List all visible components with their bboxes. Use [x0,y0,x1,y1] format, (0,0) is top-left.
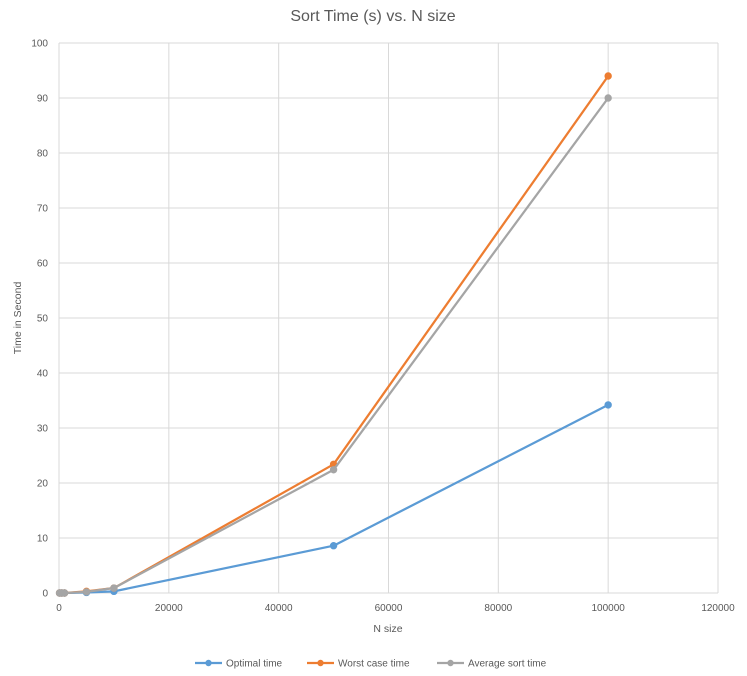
series-group [55,401,612,597]
y-tick-label: 50 [37,314,49,325]
data-point [604,94,612,102]
y-tick-label: 100 [31,39,48,50]
legend-label: Worst case time [338,659,410,670]
x-axis-title: N size [373,623,402,635]
x-tick-label: 80000 [484,603,512,614]
data-point [604,401,612,409]
data-point [110,584,118,592]
x-tick-label: 0 [56,603,62,614]
series-line [58,96,610,595]
series-line [58,403,610,595]
legend: Optimal time Worst case time Average sort … [195,659,547,670]
series-group [55,72,612,597]
legend-item[interactable]: Average sort time [437,659,547,670]
y-tick-label: 30 [37,424,49,435]
legend-item[interactable]: Worst case time [307,659,410,670]
x-tick-label: 40000 [265,603,293,614]
x-tick-label: 20000 [155,603,183,614]
y-tick-label: 70 [37,204,49,215]
x-tick-label: 100000 [591,603,625,614]
legend-swatch-marker [205,659,212,667]
y-tick-label: 10 [37,534,49,545]
data-point [60,589,69,597]
data-point [82,588,91,596]
legend-item[interactable]: Optimal time [195,659,283,670]
data-point [329,466,338,474]
y-tick-label: 80 [37,149,49,160]
y-tick-label: 60 [37,259,49,270]
data-point [329,542,338,550]
data-point [604,72,612,80]
legend-label: Average sort time [468,659,547,670]
legend-swatch-marker [447,659,454,667]
y-tick-label: 0 [42,589,48,600]
series-line [58,74,610,595]
x-tick-label: 120000 [701,603,735,614]
y-axis-title: Time in Second [12,282,24,355]
y-tick-label: 40 [37,369,49,380]
series [55,72,612,597]
tick-labels: 0 10 20 30 40 50 60 70 80 90 100 0 20000 40000 60000 80… [31,39,735,615]
y-tick-label: 90 [37,94,49,105]
chart-title: Sort Time (s) vs. N size [290,8,455,25]
legend-label: Optimal time [226,659,283,670]
grid [58,42,719,594]
legend-swatch-marker [317,659,324,667]
y-tick-label: 20 [37,479,49,490]
x-tick-label: 60000 [375,603,403,614]
series-group [55,94,612,597]
